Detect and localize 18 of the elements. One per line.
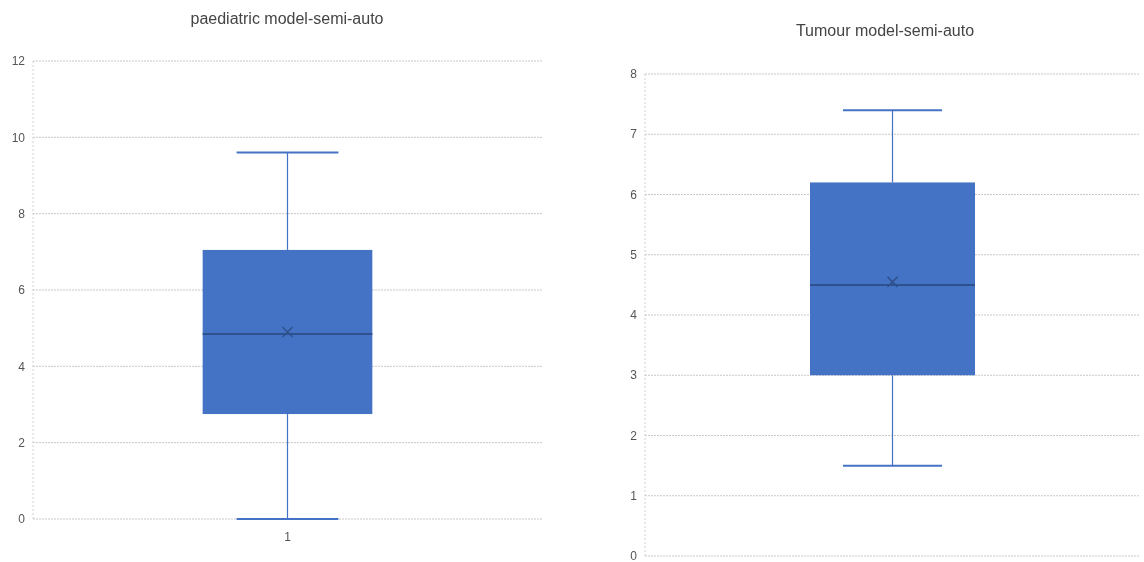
y-tick-label: 5 <box>630 247 638 262</box>
y-tick-label: 6 <box>630 187 638 202</box>
chart-title: paediatric model-semi-auto <box>190 10 384 27</box>
y-tick-label: 1 <box>630 488 638 503</box>
y-tick-label: 8 <box>630 67 638 82</box>
y-tick-label: 4 <box>630 308 638 323</box>
y-tick-label: 10 <box>11 130 26 145</box>
y-tick-label: 3 <box>630 368 638 383</box>
y-tick-label: 8 <box>18 206 26 221</box>
y-tick-label: 6 <box>18 283 26 298</box>
y-tick-label: 2 <box>630 428 638 443</box>
y-tick-label: 2 <box>18 435 26 450</box>
y-tick-label: 12 <box>11 54 26 69</box>
y-tick-label: 4 <box>18 359 26 374</box>
y-tick-label: 0 <box>630 549 638 562</box>
y-tick-label: 7 <box>630 127 638 142</box>
y-tick-label: 0 <box>18 512 26 527</box>
chart-title: Tumour model-semi-auto <box>795 22 975 39</box>
